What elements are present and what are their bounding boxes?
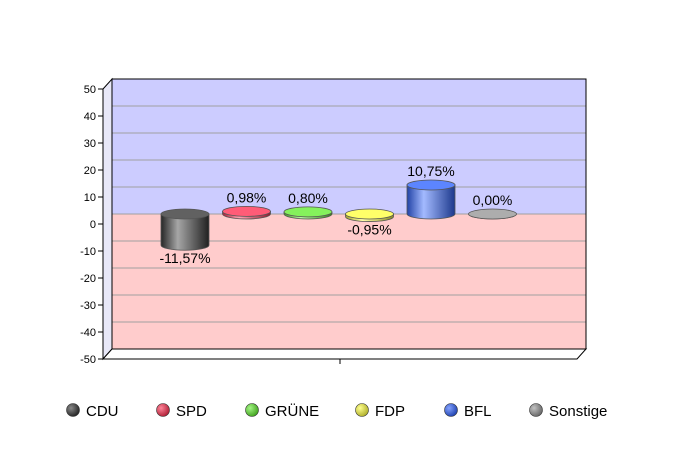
bar-cdu bbox=[160, 208, 210, 251]
legend-marker bbox=[245, 403, 259, 417]
y-tick-label: -50 bbox=[80, 354, 96, 366]
bar-cap bbox=[283, 206, 333, 218]
legend-label: SPD bbox=[176, 403, 207, 420]
legend-item-grüne: GRÜNE bbox=[245, 402, 319, 420]
y-axis: 50 40 30 20 10 0 -10 -20 -30 -40 -50 bbox=[80, 84, 103, 366]
y-tick-label: -10 bbox=[80, 246, 96, 258]
bar-grüne bbox=[283, 206, 333, 220]
bars bbox=[160, 179, 517, 251]
legend-marker bbox=[529, 403, 543, 417]
legend-item-fdp: FDP bbox=[355, 403, 405, 420]
legend-label: CDU bbox=[86, 403, 119, 420]
bar-body bbox=[406, 184, 456, 220]
bar-spd bbox=[222, 205, 271, 220]
legend-marker bbox=[355, 403, 369, 417]
bar-cap bbox=[160, 208, 210, 220]
legend-label: Sonstige bbox=[549, 403, 607, 420]
legend-item-spd: SPD bbox=[156, 403, 207, 420]
data-label: 10,75% bbox=[407, 163, 454, 179]
y-tick-label: 30 bbox=[84, 138, 96, 150]
bar-cap bbox=[406, 179, 456, 191]
legend-item-cdu: CDU bbox=[66, 403, 119, 420]
legend: CDU SPD GRÜNE FDP BFL Sonstige bbox=[66, 402, 607, 420]
back-wall-outline bbox=[111, 78, 587, 350]
y-tick-label: 10 bbox=[84, 192, 96, 204]
legend-marker bbox=[66, 403, 80, 417]
bar-sonstige bbox=[468, 208, 517, 220]
y-tick-label: -40 bbox=[80, 327, 96, 339]
positive-region bbox=[112, 79, 586, 214]
y-tick-label: 20 bbox=[84, 165, 96, 177]
y-tick-label: -20 bbox=[80, 273, 96, 285]
bar-cap bbox=[345, 208, 394, 220]
y-tick-label: 40 bbox=[84, 111, 96, 123]
legend-label: BFL bbox=[464, 403, 492, 420]
data-label: -11,57% bbox=[159, 250, 210, 266]
legend-item-sonstige: Sonstige bbox=[529, 403, 607, 420]
y-tick-label: 50 bbox=[84, 84, 96, 96]
legend-item-bfl: BFL bbox=[444, 403, 492, 420]
bar-fdp bbox=[345, 208, 394, 222]
legend-label: FDP bbox=[375, 403, 405, 420]
legend-label: GRÜNE bbox=[265, 402, 319, 420]
data-label: 0,98% bbox=[227, 189, 267, 205]
y-tick-label: -30 bbox=[80, 300, 96, 312]
floor bbox=[101, 348, 588, 360]
data-label: -0,95% bbox=[347, 222, 391, 238]
bar-bfl bbox=[406, 179, 456, 220]
bar-cap bbox=[222, 205, 271, 217]
bar-cap bbox=[468, 208, 517, 220]
bar-body bbox=[160, 213, 210, 251]
legend-marker bbox=[156, 403, 170, 417]
left-wall bbox=[102, 77, 113, 361]
data-labels: -11,57% 0,98% 0,80% -0,95% 10,75% 0,00% bbox=[159, 163, 512, 266]
y-tick-label: 0 bbox=[90, 219, 96, 231]
legend-marker bbox=[444, 403, 458, 417]
data-label: 0,00% bbox=[473, 192, 513, 208]
data-label: 0,80% bbox=[288, 190, 328, 206]
